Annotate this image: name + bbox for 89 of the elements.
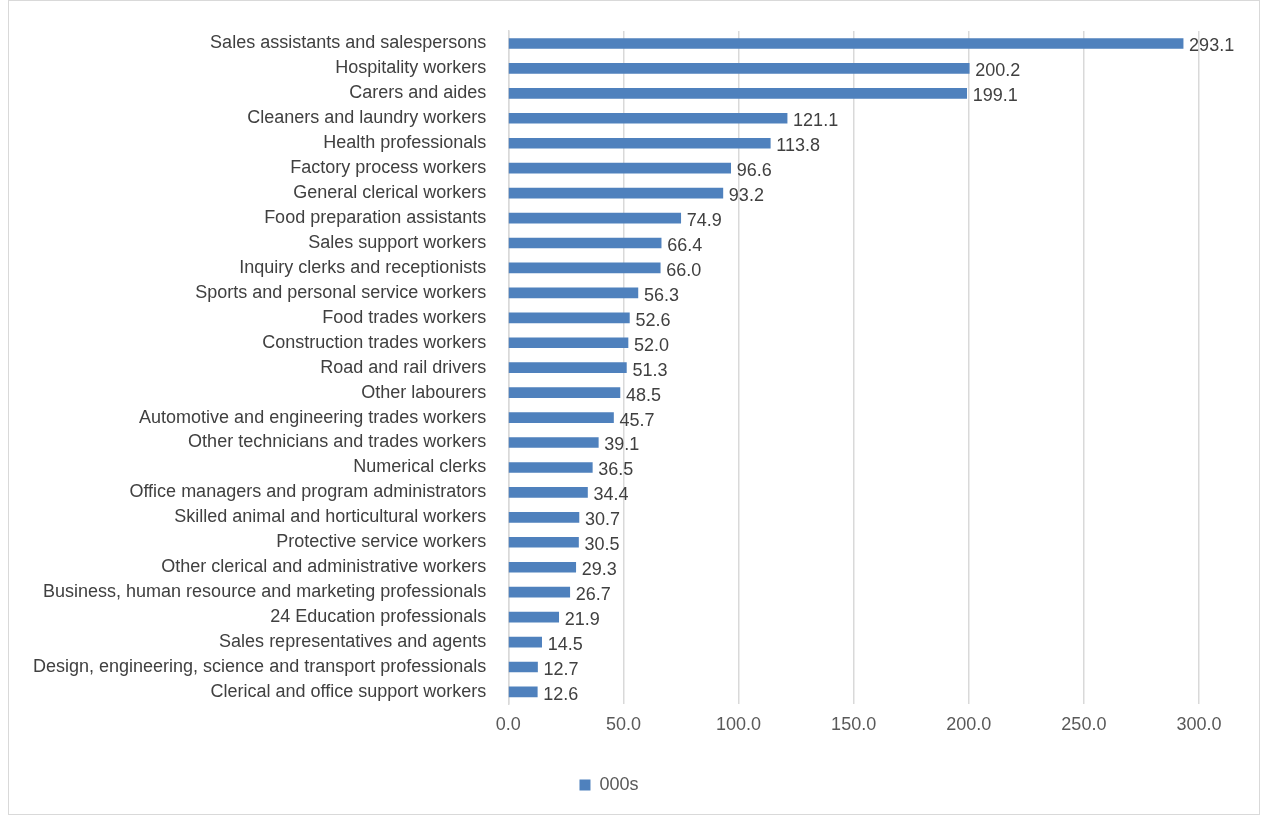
data-label: 113.8 bbox=[776, 135, 821, 156]
x-tick-label: 150.0 bbox=[831, 714, 877, 735]
data-label: 30.7 bbox=[584, 509, 620, 530]
y-tick-label: Skilled animal and horticultural workers bbox=[174, 506, 487, 527]
y-tick-label: 24 Education professionals bbox=[270, 606, 487, 627]
bar bbox=[508, 512, 580, 523]
x-tick-label: 250.0 bbox=[1061, 714, 1107, 735]
data-label: 66.4 bbox=[667, 234, 703, 255]
bar bbox=[508, 412, 614, 423]
y-tick-label: Factory process workers bbox=[290, 157, 487, 178]
x-tick-label: 50.0 bbox=[605, 714, 641, 735]
data-label: 45.7 bbox=[619, 409, 655, 430]
y-tick-label: Other technicians and trades workers bbox=[188, 431, 487, 452]
y-tick-label: Sales support workers bbox=[308, 231, 487, 252]
y-tick-label: Health professionals bbox=[323, 132, 487, 153]
y-tick-label: Inquiry clerks and receptionists bbox=[239, 256, 487, 277]
bar bbox=[508, 187, 724, 199]
data-label: 74.9 bbox=[686, 210, 722, 231]
bar bbox=[508, 88, 968, 99]
y-tick-label: Road and rail drivers bbox=[320, 356, 487, 377]
data-label: 66.0 bbox=[666, 259, 702, 280]
y-tick-label: Automotive and engineering trades workers bbox=[139, 406, 487, 427]
y-tick-label: Construction trades workers bbox=[262, 331, 487, 352]
bar bbox=[508, 63, 970, 74]
data-label: 34.4 bbox=[593, 484, 629, 505]
bar bbox=[508, 212, 682, 224]
data-label: 36.5 bbox=[598, 459, 634, 480]
y-tick-label: Protective service workers bbox=[276, 531, 487, 552]
y-tick-label: Business, human resource and marketing professionals bbox=[43, 581, 487, 602]
bar bbox=[508, 611, 560, 623]
bar bbox=[508, 661, 538, 673]
y-tick-label: Food preparation assistants bbox=[264, 207, 487, 228]
bar bbox=[508, 162, 732, 174]
data-label: 12.7 bbox=[543, 658, 579, 679]
bar bbox=[508, 137, 771, 149]
bar bbox=[508, 686, 538, 698]
x-tick-label: 200.0 bbox=[946, 714, 992, 735]
data-label: 26.7 bbox=[575, 584, 611, 605]
x-tick-label: 300.0 bbox=[1176, 714, 1222, 735]
y-tick-label: General clerical workers bbox=[293, 182, 487, 203]
data-label: 93.2 bbox=[728, 185, 764, 206]
data-label: 293.1 bbox=[1189, 35, 1235, 56]
bar bbox=[508, 287, 639, 299]
y-tick-label: Sales representatives and agents bbox=[219, 631, 487, 652]
y-tick-label: Office managers and program administrators bbox=[129, 481, 487, 502]
bar bbox=[508, 387, 621, 398]
bar bbox=[508, 262, 661, 274]
bar bbox=[508, 536, 579, 548]
y-tick-label: Other clerical and administrative workers bbox=[161, 556, 487, 577]
y-tick-label: Cleaners and laundry workers bbox=[247, 107, 487, 128]
legend-label: 000s bbox=[599, 773, 639, 794]
y-tick-label: Carers and aides bbox=[349, 82, 487, 103]
bar bbox=[508, 437, 599, 448]
data-label: 121.1 bbox=[793, 110, 839, 131]
data-label: 52.0 bbox=[634, 334, 670, 355]
data-label: 56.3 bbox=[643, 284, 679, 305]
data-label: 96.6 bbox=[736, 160, 772, 181]
bar bbox=[508, 337, 629, 349]
data-label: 200.2 bbox=[975, 60, 1021, 81]
data-label: 14.5 bbox=[547, 634, 583, 655]
y-tick-label: Other labourers bbox=[361, 381, 487, 402]
y-tick-label: Food trades workers bbox=[322, 306, 487, 327]
y-tick-label: Sales assistants and salespersons bbox=[210, 32, 487, 53]
bar bbox=[508, 312, 630, 324]
bar bbox=[508, 112, 788, 124]
data-label: 52.6 bbox=[635, 309, 671, 330]
y-tick-label: Design, engineering, science and transport professionals bbox=[32, 655, 487, 676]
data-label: 12.6 bbox=[543, 683, 579, 704]
bar bbox=[508, 487, 588, 498]
bar bbox=[508, 38, 1184, 49]
data-label: 48.5 bbox=[625, 384, 661, 405]
x-tick-label: 100.0 bbox=[715, 714, 762, 735]
bar bbox=[508, 636, 542, 648]
data-label: 199.1 bbox=[972, 85, 1018, 106]
bar bbox=[508, 237, 662, 249]
x-tick-label: 0.0 bbox=[495, 714, 521, 735]
bar bbox=[508, 362, 627, 374]
y-tick-label: Numerical clerks bbox=[353, 456, 487, 477]
data-label: 21.9 bbox=[564, 609, 600, 630]
data-label: 51.3 bbox=[632, 359, 668, 380]
data-label: 39.1 bbox=[604, 434, 640, 455]
y-tick-label: Clerical and office support workers bbox=[210, 680, 487, 701]
y-tick-label: Sports and personal service workers bbox=[195, 281, 487, 302]
y-tick-label: Hospitality workers bbox=[335, 57, 487, 78]
data-label: 29.3 bbox=[581, 559, 617, 580]
bar bbox=[508, 462, 593, 473]
data-label: 30.5 bbox=[584, 534, 620, 555]
bar bbox=[508, 561, 577, 573]
bar bbox=[508, 586, 571, 598]
